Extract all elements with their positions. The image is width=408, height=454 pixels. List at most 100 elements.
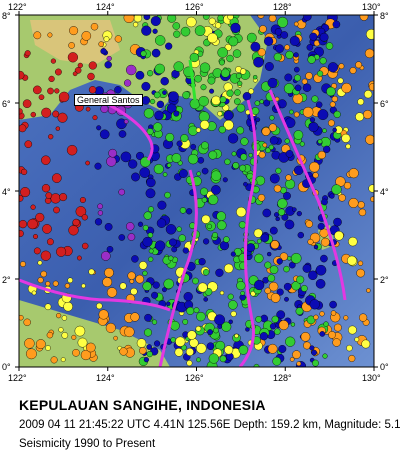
earthquake-dot xyxy=(325,42,334,50)
earthquake-dot xyxy=(329,101,336,108)
lon-tick-top-3: 128° xyxy=(273,2,292,12)
earthquake-dot xyxy=(332,20,341,29)
mindanao-highland xyxy=(30,20,120,65)
earthquake-dot xyxy=(235,73,242,79)
earthquake-dot xyxy=(66,144,78,156)
earthquake-dot xyxy=(230,22,241,34)
earthquake-dot xyxy=(77,62,83,69)
plate-boundary-philippine xyxy=(268,89,347,301)
earthquake-dot xyxy=(170,337,176,343)
earthquake-dot xyxy=(40,250,51,261)
earthquake-dot xyxy=(136,338,147,348)
earthquake-dot xyxy=(341,82,352,94)
earthquake-dot xyxy=(143,328,152,337)
earthquake-dot xyxy=(72,71,78,77)
earthquake-dot xyxy=(296,275,305,284)
earthquake-dot xyxy=(319,311,325,317)
earthquake-dot xyxy=(236,206,247,218)
earthquake-dot xyxy=(114,86,122,94)
earthquake-dot xyxy=(172,22,181,30)
earthquake-dot xyxy=(33,31,42,40)
earthquake-dot xyxy=(85,106,91,112)
earthquake-dot xyxy=(81,283,86,289)
lat-tick-right-3: 2° xyxy=(380,275,389,285)
earthquake-dot xyxy=(322,353,328,359)
earthquake-dot xyxy=(190,143,197,150)
earthquake-dot xyxy=(47,87,54,95)
earthquake-dot xyxy=(164,191,171,199)
earthquake-dot xyxy=(194,25,206,37)
earthquake-dot xyxy=(267,77,278,88)
earthquake-dot xyxy=(168,238,177,247)
earthquake-dot xyxy=(41,107,52,118)
earthquake-dot xyxy=(192,277,199,285)
earthquake-dot xyxy=(264,36,274,46)
earthquake-dot xyxy=(123,79,132,87)
earthquake-dot xyxy=(210,170,222,181)
earthquake-dot xyxy=(309,161,320,173)
earthquake-dot xyxy=(151,291,159,299)
earthquake-dot xyxy=(338,63,345,70)
earthquake-dot xyxy=(270,240,280,250)
earthquake-dot xyxy=(183,292,193,302)
earthquake-dot xyxy=(147,232,154,238)
lat-tick-right-2: 4° xyxy=(380,187,389,197)
earthquake-dot xyxy=(154,340,161,347)
earthquake-dot xyxy=(194,74,202,83)
earthquake-dot xyxy=(341,133,351,143)
earthquake-dot xyxy=(163,278,174,290)
lon-tick-top-0: 122° xyxy=(8,2,27,12)
earthquake-dot xyxy=(268,123,277,132)
earthquake-dot xyxy=(26,348,37,360)
lon-tick-bottom-3: 128° xyxy=(273,373,292,383)
earthquake-dot xyxy=(355,112,364,122)
earthquake-dot xyxy=(252,74,258,80)
earthquake-dot xyxy=(232,49,242,58)
earthquake-dot xyxy=(319,57,327,65)
earthquake-dot xyxy=(275,167,282,174)
earthquake-dot xyxy=(94,162,102,170)
earthquake-dot xyxy=(332,127,337,133)
earthquake-dot xyxy=(178,234,186,242)
earthquake-dot xyxy=(200,187,209,196)
earthquake-dot xyxy=(127,271,136,280)
earthquake-dot xyxy=(139,347,147,355)
earthquake-dot xyxy=(141,96,151,105)
earthquake-dot xyxy=(147,70,154,77)
earthquake-dot xyxy=(257,48,266,57)
earthquake-dot xyxy=(223,263,234,274)
earthquake-dot xyxy=(254,253,264,263)
earthquake-dot xyxy=(236,103,246,113)
earthquake-dot xyxy=(289,357,295,362)
earthquake-dot xyxy=(313,244,319,250)
earthquake-dot xyxy=(343,182,352,190)
earthquake-dot xyxy=(268,281,279,292)
earthquake-dot xyxy=(187,153,199,165)
earthquake-dot xyxy=(23,318,31,326)
earthquake-dot xyxy=(243,181,248,187)
earthquake-dot xyxy=(119,282,127,290)
lon-tick-bottom-4: 130° xyxy=(362,373,381,383)
earthquake-dot xyxy=(293,52,299,58)
earthquake-dot xyxy=(289,35,300,46)
earthquake-dot xyxy=(150,16,161,27)
earthquake-dot xyxy=(200,141,209,150)
earthquake-dot xyxy=(58,327,64,333)
earthquake-dot xyxy=(38,94,45,100)
earthquake-dot xyxy=(285,50,294,60)
earthquake-dot xyxy=(211,95,221,106)
earthquake-dot xyxy=(240,153,248,161)
earthquake-dot xyxy=(255,315,262,323)
earthquake-dot xyxy=(261,127,271,136)
earthquake-dot xyxy=(228,133,239,144)
earthquake-dot xyxy=(50,193,61,204)
earthquake-dot xyxy=(81,242,89,250)
earthquake-dot xyxy=(207,76,216,85)
earthquake-dot xyxy=(68,42,75,49)
earthquake-dot xyxy=(130,287,138,296)
earthquake-dot xyxy=(53,206,60,214)
earthquake-dot xyxy=(165,132,175,142)
earthquake-dot xyxy=(246,32,257,43)
earthquake-dot xyxy=(274,328,281,335)
earthquake-dot xyxy=(307,55,316,64)
